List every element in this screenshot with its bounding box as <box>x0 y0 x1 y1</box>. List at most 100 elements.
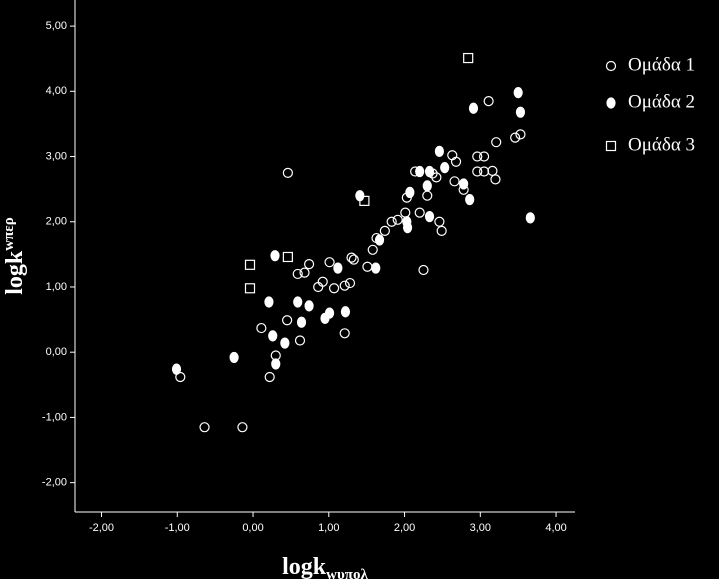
point <box>440 162 450 174</box>
point <box>339 328 350 339</box>
point <box>303 259 315 270</box>
x-tick-label: 3,00 <box>470 522 491 534</box>
x-tick-label: 1,00 <box>318 522 339 534</box>
point <box>379 225 390 236</box>
x-tick-label: -2,00 <box>89 522 114 534</box>
legend-marker <box>605 60 617 72</box>
point <box>463 52 474 64</box>
x-label-main: logk <box>282 554 327 579</box>
point <box>478 166 490 177</box>
legend-label: Ομάδα 1 <box>628 54 695 75</box>
point <box>465 193 475 206</box>
point <box>339 280 350 291</box>
x-tick-label: 0,00 <box>242 522 263 534</box>
y-tick-label: -1,00 <box>42 411 67 423</box>
point <box>244 259 256 270</box>
point <box>296 316 307 328</box>
point <box>175 371 186 383</box>
point <box>436 225 447 236</box>
point <box>513 87 523 99</box>
point <box>171 363 182 375</box>
point <box>418 264 429 276</box>
y-axis-label: logkwπερ <box>1 217 28 295</box>
x-tick-label: -1,00 <box>165 522 190 534</box>
point <box>414 207 425 218</box>
point <box>328 283 340 294</box>
point <box>333 262 343 274</box>
point <box>299 267 310 278</box>
point <box>402 216 412 228</box>
point <box>472 166 483 177</box>
point <box>371 262 381 274</box>
point <box>525 212 535 224</box>
point <box>450 156 462 167</box>
point <box>271 358 281 370</box>
point <box>348 254 359 265</box>
point <box>415 165 425 178</box>
point <box>515 129 526 140</box>
point <box>280 337 290 349</box>
point <box>264 296 274 308</box>
point <box>292 268 303 280</box>
x-axis-label: logkwυπολ <box>282 554 368 579</box>
point <box>324 307 335 319</box>
y-tick-label: 5,00 <box>46 20 67 32</box>
point <box>237 422 248 433</box>
point <box>199 422 210 433</box>
point <box>304 300 314 312</box>
point <box>459 178 469 190</box>
point <box>483 95 494 107</box>
point <box>434 216 445 227</box>
point <box>317 276 328 287</box>
point <box>491 137 502 148</box>
point <box>346 252 357 263</box>
y-tick-label: 2,00 <box>46 216 67 228</box>
point <box>468 102 479 114</box>
legend-label: Ομάδα 2 <box>628 91 695 112</box>
x-tick-label: 4,00 <box>545 522 566 534</box>
point <box>324 257 335 268</box>
point <box>424 165 435 178</box>
y-tick-label: 0,00 <box>46 346 67 358</box>
point <box>478 151 490 162</box>
point <box>392 214 403 225</box>
y-tick-label: -2,00 <box>42 477 67 489</box>
point <box>422 180 432 192</box>
x-label-sub: wυπολ <box>326 567 368 579</box>
point <box>434 145 444 157</box>
legend-marker <box>605 140 617 152</box>
point <box>490 174 501 185</box>
y-tick-label: 4,00 <box>46 85 67 97</box>
point <box>449 176 460 187</box>
point <box>282 167 293 178</box>
point <box>268 330 278 342</box>
point <box>340 306 351 318</box>
point <box>282 315 293 326</box>
y-label-sup: wπερ <box>1 217 17 251</box>
point <box>405 186 415 199</box>
point <box>294 335 306 346</box>
point <box>431 172 442 183</box>
y-tick-label: 3,00 <box>46 150 67 162</box>
point <box>264 371 275 383</box>
point <box>515 106 526 118</box>
point <box>229 351 239 364</box>
point <box>359 195 370 206</box>
point <box>282 251 293 263</box>
point <box>374 234 385 246</box>
point <box>293 296 303 308</box>
legend-marker <box>606 97 616 109</box>
point <box>386 216 397 227</box>
legend-label: Ομάδα 3 <box>628 134 695 155</box>
y-label-main: logk <box>2 250 28 295</box>
point <box>344 277 356 289</box>
x-tick-label: 2,00 <box>394 522 415 534</box>
point <box>367 244 378 255</box>
point <box>424 210 435 223</box>
point <box>472 151 483 162</box>
point <box>270 250 280 262</box>
point <box>244 283 256 294</box>
point <box>510 132 521 143</box>
